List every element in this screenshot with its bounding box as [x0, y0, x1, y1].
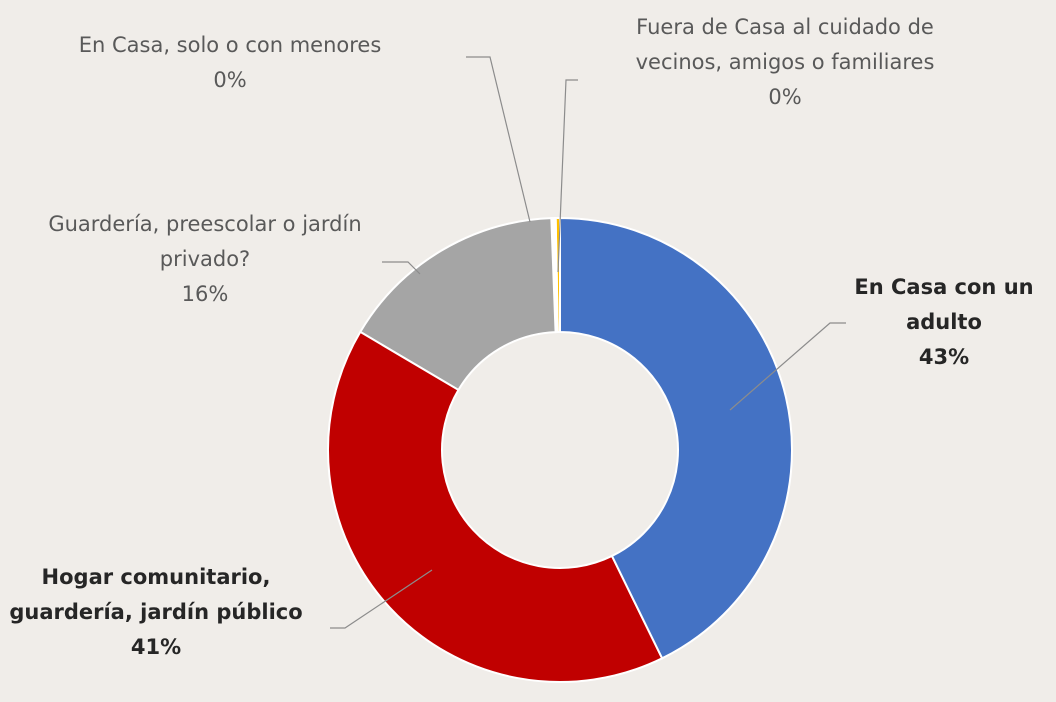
- category-label: En Casa, solo o con menores: [78, 33, 382, 57]
- slice-label: Hogar comunitario, guardería, jardín púb…: [0, 560, 312, 665]
- slice-label: En Casa con un adulto 43%: [838, 270, 1050, 375]
- category-label: Hogar comunitario, guardería, jardín púb…: [9, 565, 303, 624]
- category-label: Fuera de Casa al cuidado de vecinos, ami…: [635, 15, 935, 74]
- slice-label: Guardería, preescolar o jardín privado? 1…: [20, 207, 390, 312]
- category-label: Guardería, preescolar o jardín privado?: [48, 212, 362, 271]
- value-label: 41%: [130, 635, 182, 659]
- leader-line: [466, 56, 531, 223]
- leader-line: [382, 261, 421, 275]
- slice-label: Fuera de Casa al cuidado de vecinos, ami…: [590, 10, 980, 115]
- value-label: 0%: [768, 85, 802, 109]
- slice-label: En Casa, solo o con menores 0%: [0, 28, 460, 98]
- donut-slice: [327, 330, 664, 683]
- leader-line: [330, 569, 433, 629]
- donut-slice: [559, 216, 793, 660]
- leader-line: [729, 322, 846, 411]
- leader-line: [557, 79, 578, 273]
- category-label: En Casa con un adulto: [854, 275, 1034, 334]
- value-label: 43%: [918, 345, 970, 369]
- value-label: 0%: [213, 68, 247, 92]
- value-label: 16%: [181, 282, 229, 306]
- donut-slice: [358, 217, 557, 392]
